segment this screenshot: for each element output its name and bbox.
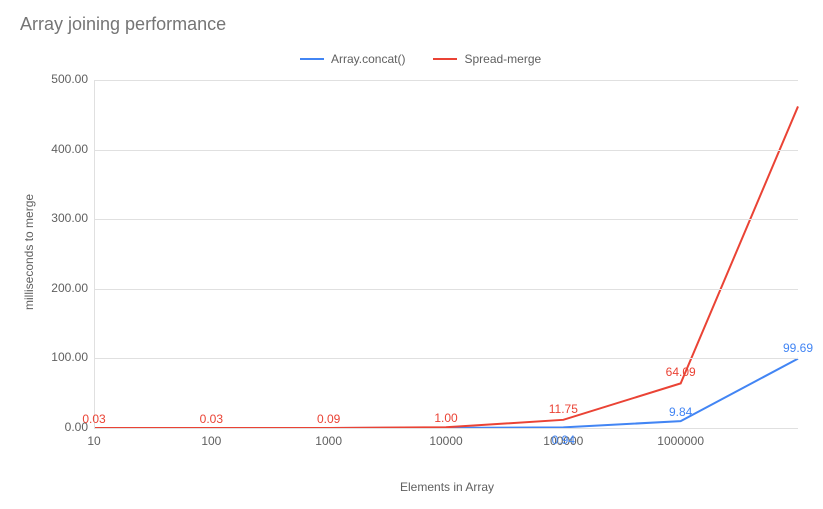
data-point-label: 0.03 (82, 412, 105, 426)
y-gridline (94, 219, 798, 220)
series-line (94, 106, 798, 428)
data-point-label: 0.03 (200, 412, 223, 426)
y-tick-label: 400.00 (34, 142, 88, 156)
x-axis-title: Elements in Array (400, 480, 494, 494)
y-tick-label: 200.00 (34, 281, 88, 295)
x-tick-label: 10000 (429, 434, 462, 448)
data-point-label: 1.00 (434, 411, 457, 425)
y-gridline (94, 150, 798, 151)
data-point-label: 11.75 (549, 402, 578, 416)
legend-label-spread: Spread-merge (464, 52, 541, 66)
y-tick-label: 100.00 (34, 350, 88, 364)
data-point-label: 0.94 (552, 433, 575, 447)
y-axis-line (94, 80, 95, 428)
y-gridline (94, 80, 798, 81)
y-gridline (94, 358, 798, 359)
y-tick-label: 0.00 (34, 420, 88, 434)
data-point-label: 9.84 (669, 405, 692, 419)
x-tick-label: 1000000 (657, 434, 704, 448)
legend-item-concat: Array.concat() (300, 52, 405, 66)
legend-item-spread: Spread-merge (433, 52, 541, 66)
legend: Array.concat() Spread-merge (300, 52, 541, 66)
x-tick-label: 1000 (315, 434, 342, 448)
y-tick-label: 500.00 (34, 72, 88, 86)
y-gridline (94, 428, 798, 429)
legend-label-concat: Array.concat() (331, 52, 405, 66)
legend-swatch-concat (300, 58, 324, 60)
x-tick-label: 100 (201, 434, 221, 448)
y-tick-label: 300.00 (34, 211, 88, 225)
data-point-label: 0.09 (317, 412, 340, 426)
x-tick-label: 10 (87, 434, 100, 448)
data-point-label: 99.69 (783, 341, 813, 355)
data-point-label: 64.09 (666, 365, 696, 379)
legend-swatch-spread (433, 58, 457, 60)
chart-title: Array joining performance (20, 14, 226, 35)
y-gridline (94, 289, 798, 290)
